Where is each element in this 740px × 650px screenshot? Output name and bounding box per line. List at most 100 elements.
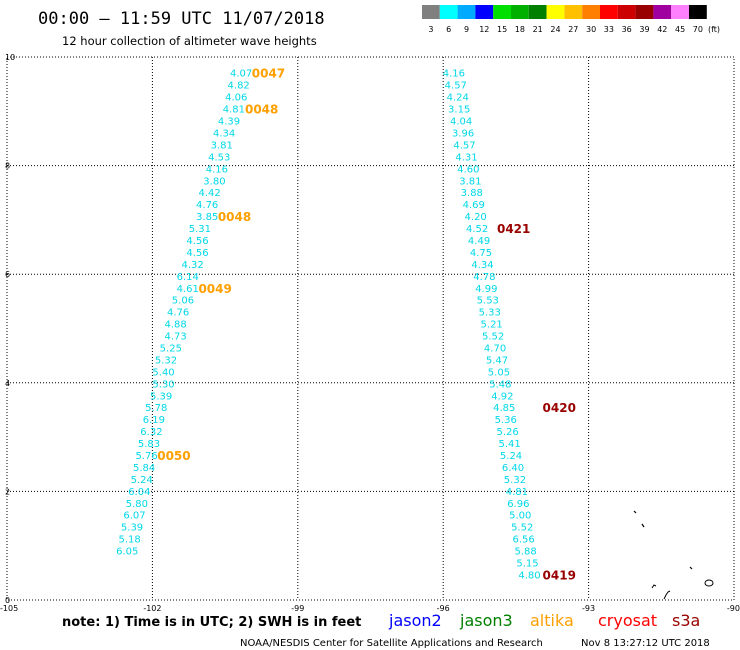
wave-height-value: 4.57 (453, 140, 475, 151)
wave-height-value: 4.34 (213, 128, 235, 139)
wave-height-value: 4.76 (196, 200, 218, 211)
wave-height-value: 4.06 (225, 93, 247, 104)
wave-height-value: 5.80 (126, 499, 148, 510)
scale-swatch (635, 5, 654, 19)
wave-height-value: 5.31 (189, 224, 211, 235)
time-label: 0420 (543, 401, 576, 415)
wave-height-value: 5.83 (138, 439, 160, 450)
wave-height-value: 4.56 (186, 248, 208, 259)
time-label: 0048 (245, 103, 278, 117)
scale-label: 30 (586, 25, 596, 34)
scale-swatch (475, 5, 494, 19)
wave-height-value: 5.33 (479, 308, 501, 319)
scale-swatch (439, 5, 458, 19)
wave-height-value: 4.34 (471, 260, 493, 271)
wave-height-value: 5.06 (172, 296, 194, 307)
wave-height-value: 4.24 (447, 93, 469, 104)
x-tick-label: -90 (727, 604, 740, 613)
scale-label: 70 (693, 25, 703, 34)
wave-height-value: 6.32 (140, 427, 162, 438)
wave-height-value: 4.42 (198, 188, 220, 199)
wave-height-value: 5.25 (160, 344, 182, 355)
axis-ticks: -105 -102 -99 -96 -93 -90 0 2 4 6 8 10 (0, 53, 740, 613)
scale-swatch (528, 5, 547, 19)
scale-swatch (671, 5, 689, 19)
wave-height-value: 4.56 (186, 236, 208, 247)
scale-swatch (600, 5, 618, 19)
wave-height-value: 5.84 (133, 463, 155, 474)
scale-swatch (582, 5, 600, 19)
wave-height-value: 4.53 (208, 152, 230, 163)
scale-label: 15 (497, 25, 507, 34)
wave-height-value: 5.00 (509, 511, 531, 522)
scale-unit: (ft) (708, 25, 720, 34)
satellite-legend: jason2 jason3 altika cryosat s3a (388, 611, 700, 630)
satellite-s3a: s3a (672, 611, 700, 630)
scale-label: 3 (428, 25, 433, 34)
scale-swatch (689, 5, 707, 19)
wave-height-value: 5.32 (155, 355, 177, 366)
y-tick-label: 0 (5, 596, 10, 605)
plot-frame (6, 56, 735, 601)
scale-label: 33 (604, 25, 614, 34)
wave-height-value: 6.40 (502, 463, 524, 474)
wave-height-value: 4.85 (493, 403, 515, 414)
wave-height-value: 5.39 (121, 523, 143, 534)
wave-height-value: 4.76 (167, 308, 189, 319)
scale-label: 6 (446, 25, 451, 34)
wave-height-value: 4.57 (445, 81, 467, 92)
wave-height-value: 5.78 (145, 403, 167, 414)
plot-area: -105 -102 -99 -96 -93 -90 0 2 4 6 8 10 4.074.824.06… (0, 53, 740, 613)
scale-label: 9 (464, 25, 469, 34)
scale-label: 21 (533, 25, 543, 34)
wave-height-value: 4.16 (443, 69, 465, 80)
wave-height-value: 5.88 (514, 547, 536, 558)
wave-height-value: 4.52 (466, 224, 488, 235)
wave-height-value: 6.05 (116, 547, 138, 558)
wave-height-value: 4.75 (470, 248, 492, 259)
wave-height-value: 5.47 (486, 355, 508, 366)
wave-height-value: 5.52 (482, 332, 504, 343)
wave-height-value: 6.04 (128, 487, 150, 498)
wave-height-value: 5.36 (495, 415, 517, 426)
wave-height-value: 4.16 (206, 164, 228, 175)
chart-title: 00:00 – 11:59 UTC 11/07/2018 (38, 9, 325, 29)
wave-height-value: 3.96 (452, 128, 474, 139)
wave-height-value: 4.80 (518, 570, 540, 581)
wave-height-value: 3.81 (211, 140, 233, 151)
wave-height-value: 5.26 (497, 427, 519, 438)
wave-height-value: 4.92 (491, 391, 513, 402)
scale-label: 24 (550, 25, 560, 34)
y-tick-label: 10 (5, 53, 15, 62)
wave-height-value: 5.05 (488, 367, 510, 378)
time-label: 0050 (157, 449, 190, 463)
wave-height-value: 4.69 (463, 200, 485, 211)
wave-height-value: 4.99 (475, 284, 497, 295)
wave-height-value: 5.76 (135, 451, 157, 462)
wave-height-value: 3.85 (196, 212, 218, 223)
time-label: 0048 (218, 210, 251, 224)
wave-height-value: 5.40 (152, 367, 174, 378)
wave-height-value: 4.78 (473, 272, 495, 283)
wave-height-value: 4.73 (165, 332, 187, 343)
x-tick-label: -93 (582, 604, 595, 613)
wave-height-value: 4.81 (506, 487, 528, 498)
wave-height-value: 5.30 (152, 379, 174, 390)
wave-height-value: 4.88 (165, 320, 187, 331)
x-tick-label: -99 (291, 604, 304, 613)
x-tick-label: -102 (143, 604, 161, 613)
wave-height-value: 6.56 (513, 535, 535, 546)
scale-swatch (493, 5, 511, 19)
scale-swatch (457, 5, 476, 19)
wave-height-value: 4.81 (223, 105, 245, 116)
scale-label: 42 (657, 25, 667, 34)
chart-subtitle: 12 hour collection of altimeter wave hei… (62, 34, 317, 48)
wave-height-value: 5.32 (504, 475, 526, 486)
wave-height-value: 5.48 (489, 379, 511, 390)
wave-height-value: 6.07 (123, 511, 145, 522)
footer-timestamp: Nov 8 13:27:12 UTC 2018 (581, 638, 710, 649)
time-label: 0047 (252, 67, 285, 81)
wave-height-value: 4.32 (181, 260, 203, 271)
wave-height-value: 3.15 (448, 105, 470, 116)
